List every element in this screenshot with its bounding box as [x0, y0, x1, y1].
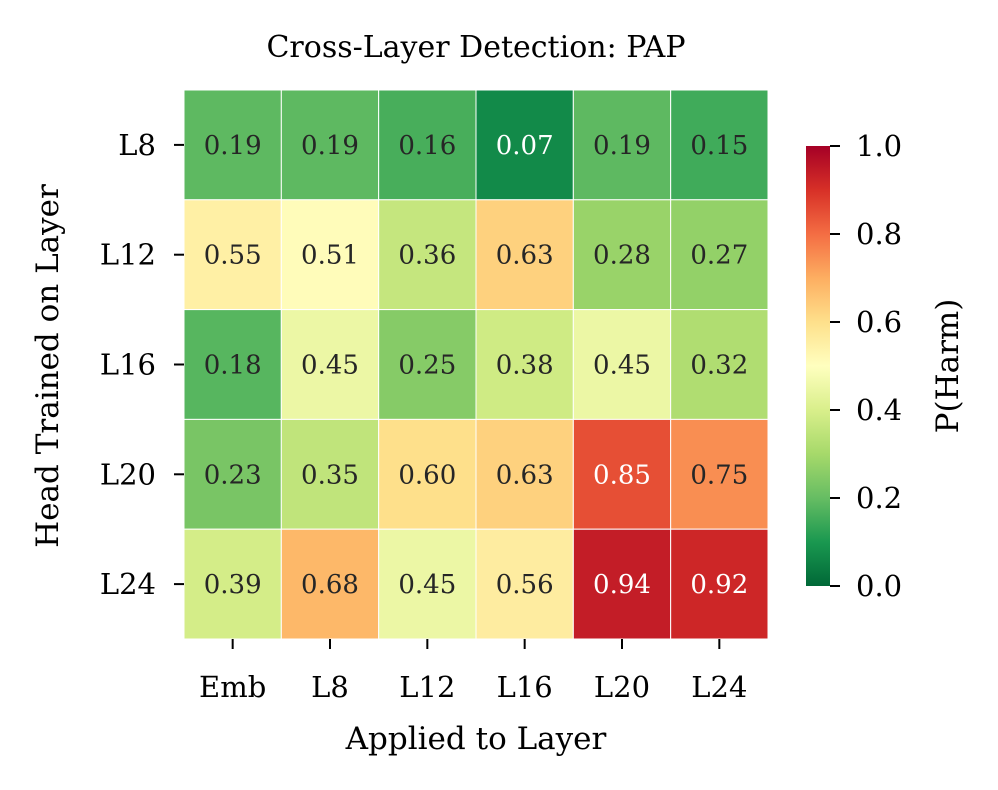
y-tick-label: L24 [100, 567, 156, 601]
heatmap-cell [572, 418, 672, 530]
heatmap-cell [183, 89, 282, 201]
heatmap-cell [378, 309, 477, 420]
y-tick-label: L20 [100, 457, 156, 491]
heatmap-cell [475, 309, 574, 420]
cell-value-label: 0.51 [301, 241, 359, 271]
cell-value-label: 0.19 [593, 131, 651, 161]
heatmap-cell [475, 89, 574, 201]
heatmap-cell [572, 528, 672, 640]
heatmap-cell [280, 418, 380, 530]
cell-value-label: 0.94 [593, 570, 651, 600]
heatmap-cell [670, 309, 769, 420]
cell-value-label: 0.16 [398, 131, 456, 161]
colorbar-label: P(Harm) [930, 299, 966, 434]
x-tick-label: L20 [594, 670, 650, 704]
heatmap-cell [670, 418, 769, 530]
heatmap-cell [183, 528, 282, 640]
x-tick-label: L16 [497, 670, 553, 704]
x-tick-label: Emb [199, 670, 266, 704]
cell-value-label: 0.92 [690, 570, 748, 600]
chart-title: Cross-Layer Detection: PAP [266, 30, 685, 65]
cell-value-label: 0.38 [496, 351, 554, 381]
cell-value-label: 0.19 [204, 131, 262, 161]
cell-value-label: 0.55 [204, 241, 262, 271]
heatmap-cell [183, 418, 282, 530]
cell-value-label: 0.19 [301, 131, 359, 161]
heatmap-cell [280, 199, 380, 311]
cell-value-label: 0.28 [593, 241, 651, 271]
cell-value-label: 0.36 [398, 241, 456, 271]
cell-value-label: 0.56 [496, 570, 554, 600]
heatmap-cell [475, 418, 574, 530]
x-tick-label: L24 [691, 670, 747, 704]
colorbar-tick-label: 0.4 [856, 393, 902, 427]
colorbar-tick-label: 0.0 [856, 569, 902, 603]
cell-value-label: 0.60 [398, 460, 456, 490]
heatmap-cell [670, 89, 769, 201]
heatmap-cell [572, 89, 672, 201]
y-axis-ticks: L8 L12 L16 L20 L24 [100, 128, 184, 601]
heatmap-cell [572, 309, 672, 420]
colorbar-gradient [806, 146, 830, 586]
cell-value-label: 0.39 [204, 570, 262, 600]
y-tick-label: L12 [100, 238, 156, 272]
cell-value-label: 0.25 [398, 351, 456, 381]
heatmap-cells: 0.19 0.19 0.16 0.07 0.19 0.15 0.55 0.51 0.36 0.63… [183, 89, 769, 640]
heatmap-cell [670, 199, 769, 311]
heatmap-cell [475, 199, 574, 311]
heatmap-cell [280, 309, 380, 420]
heatmap-cell [378, 89, 477, 201]
heatmap-cell [670, 528, 769, 640]
cell-value-label: 0.32 [690, 351, 748, 381]
cell-value-label: 0.63 [496, 460, 554, 490]
cell-value-label: 0.75 [690, 460, 748, 490]
cell-value-label: 0.07 [496, 131, 554, 161]
colorbar-tick-label: 0.6 [856, 305, 902, 339]
x-tick-label: L8 [311, 670, 349, 704]
cell-value-label: 0.45 [398, 570, 456, 600]
cell-value-label: 0.45 [301, 351, 359, 381]
x-tick-label: L12 [399, 670, 455, 704]
y-tick-label: L16 [100, 348, 156, 382]
colorbar: 0.0 0.2 0.4 0.6 0.8 1.0 P(Harm) [806, 129, 966, 603]
x-axis-ticks: Emb L8 L12 L16 L20 L24 [199, 639, 747, 704]
heatmap-cell [475, 528, 574, 640]
cell-value-label: 0.45 [593, 351, 651, 381]
cell-value-label: 0.63 [496, 241, 554, 271]
colorbar-tick-label: 1.0 [856, 129, 902, 163]
cell-value-label: 0.18 [204, 351, 262, 381]
cell-value-label: 0.27 [690, 241, 748, 271]
colorbar-ticks: 0.0 0.2 0.4 0.6 0.8 1.0 [830, 129, 902, 603]
y-axis-label: Head Trained on Layer [30, 184, 66, 548]
colorbar-tick-label: 0.8 [856, 217, 902, 251]
heatmap-cell [280, 89, 380, 201]
heatmap-cell [378, 418, 477, 530]
cell-value-label: 0.85 [593, 460, 651, 490]
cell-value-label: 0.68 [301, 570, 359, 600]
y-tick-label: L8 [118, 128, 156, 162]
heatmap-cell [378, 528, 477, 640]
colorbar-tick-label: 0.2 [856, 481, 902, 515]
x-axis-label: Applied to Layer [345, 721, 607, 757]
cell-value-label: 0.23 [204, 460, 262, 490]
cell-value-label: 0.35 [301, 460, 359, 490]
heatmap-cell [183, 309, 282, 420]
cell-value-label: 0.15 [690, 131, 748, 161]
